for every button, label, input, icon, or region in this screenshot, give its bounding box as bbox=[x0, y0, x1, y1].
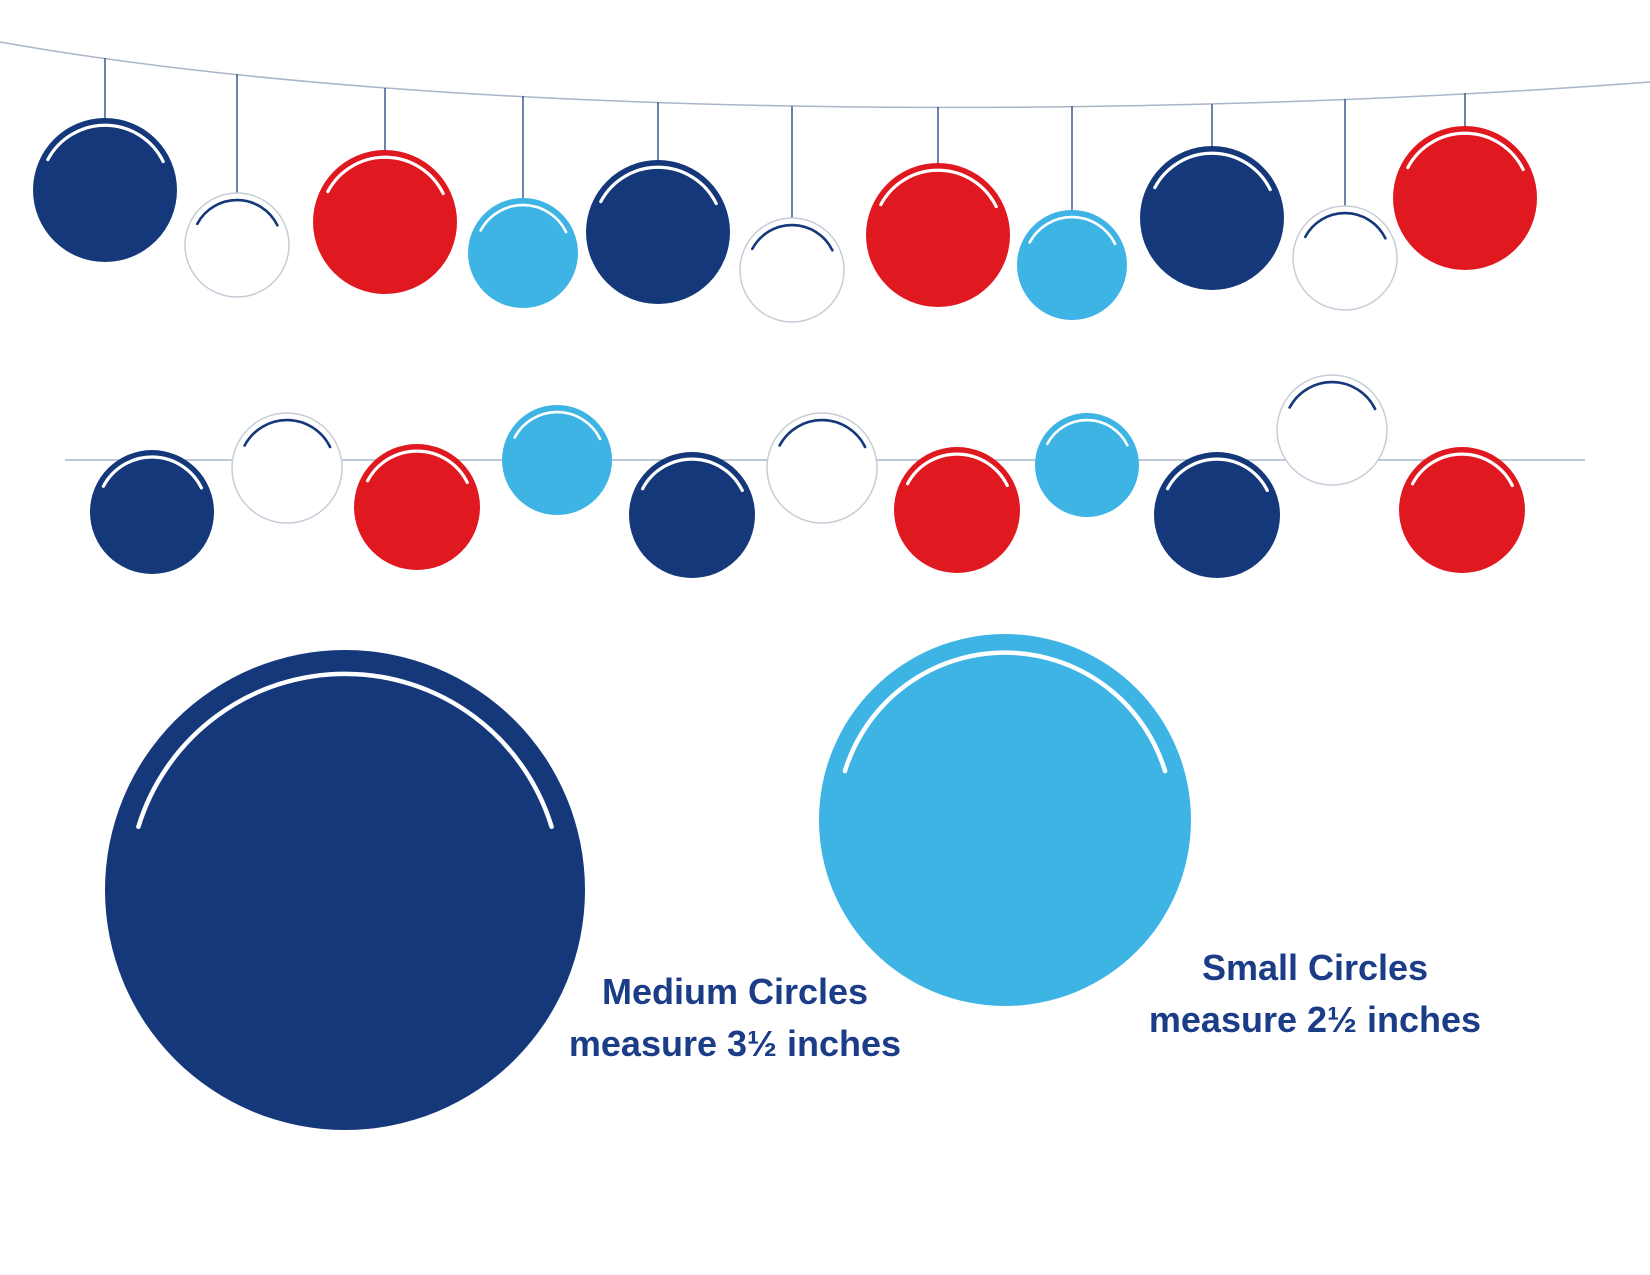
shine-arc bbox=[1028, 215, 1117, 246]
shine-arc bbox=[879, 168, 998, 209]
garland-circle-red bbox=[1393, 126, 1537, 270]
garland-circle-light_blue bbox=[468, 198, 578, 308]
small-label-line1: Small Circles bbox=[1201, 947, 1429, 988]
garland-circle-red bbox=[1399, 447, 1525, 573]
garland-circle-navy bbox=[90, 450, 214, 574]
shine-arc bbox=[101, 455, 203, 490]
shine-arc bbox=[243, 418, 332, 449]
shine-arc bbox=[1166, 457, 1269, 493]
garland-circle-white bbox=[739, 217, 845, 323]
shine-arc bbox=[842, 650, 1168, 774]
shine-arc bbox=[136, 671, 554, 830]
garland-circle-light_blue bbox=[1017, 210, 1127, 320]
garland-circle-white bbox=[766, 412, 878, 524]
shine-arc bbox=[641, 457, 744, 493]
shine-arc bbox=[778, 418, 867, 449]
shine-arc bbox=[906, 452, 1009, 488]
shine-arc bbox=[46, 123, 165, 164]
garland-circle-white bbox=[184, 192, 290, 298]
shine-arc bbox=[1411, 452, 1514, 488]
garland-circle-red bbox=[866, 163, 1010, 307]
garland-circle-red bbox=[313, 150, 457, 294]
shine-arc bbox=[479, 203, 568, 234]
shine-arc bbox=[1304, 211, 1387, 240]
garland-circle-navy bbox=[1154, 452, 1280, 578]
small-circles-label: Small Circles measure 2½ inches bbox=[1085, 942, 1545, 1046]
garland-circle-light_blue bbox=[1035, 413, 1139, 517]
shine-arc bbox=[196, 198, 279, 227]
medium-label-line2: measure 3½ inches bbox=[568, 1023, 902, 1065]
garland-circle-navy bbox=[1140, 146, 1284, 290]
garland-circle-navy bbox=[586, 160, 730, 304]
medium-label-line1: Medium Circles bbox=[601, 971, 869, 1012]
garland-circle-navy bbox=[105, 650, 585, 1130]
shine-arc bbox=[1153, 151, 1272, 192]
garland-circle-light_blue bbox=[819, 634, 1191, 1006]
shine-arc bbox=[1046, 418, 1129, 447]
garland-circle-light_blue bbox=[502, 405, 612, 515]
garland-circle-navy bbox=[629, 452, 755, 578]
garland-circle-red bbox=[354, 444, 480, 570]
shine-arc bbox=[366, 449, 469, 485]
shine-arc bbox=[751, 223, 834, 252]
garland-circle-white bbox=[231, 412, 343, 524]
garland-string-top bbox=[0, 41, 1650, 109]
garland-circle-white bbox=[1292, 205, 1398, 311]
medium-circles-label: Medium Circles measure 3½ inches bbox=[505, 966, 965, 1070]
garland-circle-navy bbox=[33, 118, 177, 262]
shine-arc bbox=[1406, 131, 1525, 172]
garland-circle-white bbox=[1276, 374, 1388, 486]
small-label-line2: measure 2½ inches bbox=[1148, 999, 1482, 1041]
shine-arc bbox=[326, 155, 445, 196]
shine-arc bbox=[599, 165, 718, 206]
shine-arc bbox=[1288, 380, 1377, 411]
garland-circle-red bbox=[894, 447, 1020, 573]
shine-arc bbox=[513, 410, 602, 441]
